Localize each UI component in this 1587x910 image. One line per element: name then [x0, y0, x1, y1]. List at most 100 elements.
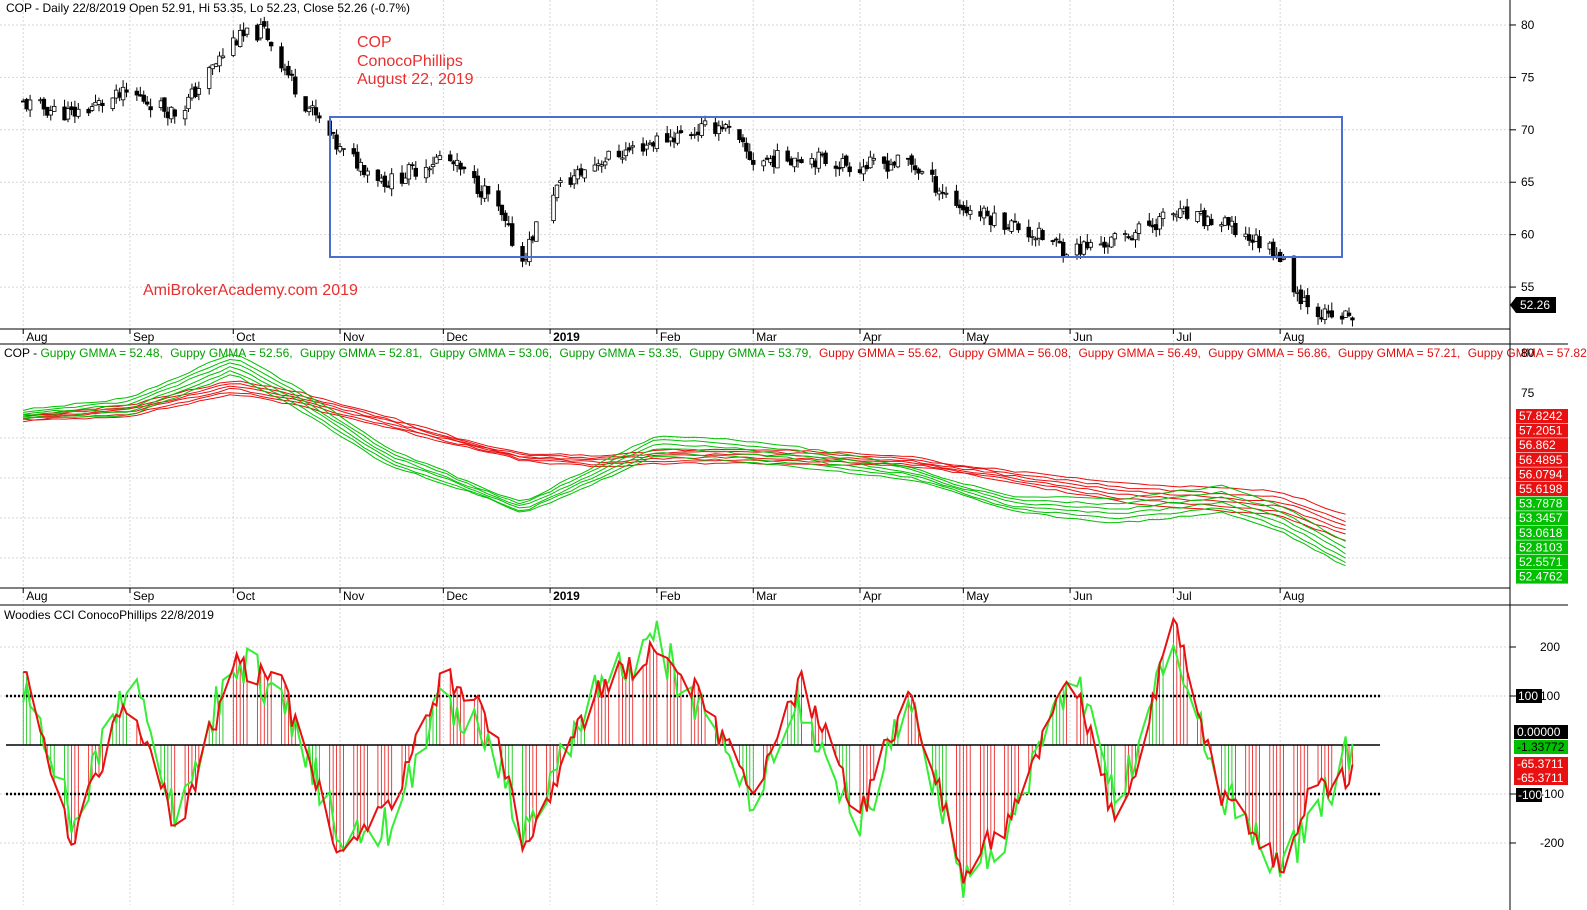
- candle-body: [458, 162, 463, 170]
- last-price-label: 52.26: [1520, 298, 1550, 312]
- candle-body: [182, 110, 188, 120]
- candle-body: [1322, 308, 1328, 320]
- candle-body: [1184, 206, 1190, 219]
- candle-body: [86, 108, 91, 114]
- gmma-value-tag-8: 53.3457: [1519, 511, 1563, 525]
- cci-value-tag-bg-4: [1514, 757, 1568, 771]
- gmma-label-4: Guppy GMMA = 53.06,: [430, 346, 552, 360]
- candle-body: [485, 185, 491, 195]
- gmma-value-tag-10: 52.8103: [1519, 540, 1563, 554]
- candle-body: [602, 161, 608, 166]
- candle-body: [268, 41, 274, 47]
- candle-body: [437, 155, 443, 160]
- candle-body: [627, 147, 632, 151]
- gmma-label-10: Guppy GMMA = 56.86,: [1208, 346, 1330, 360]
- candle-body: [503, 212, 508, 222]
- x-tick-label-1-9: Apr: [863, 330, 882, 344]
- gmma-value-tag-bg-7: [1516, 496, 1568, 511]
- x-tick-label-2-4: Nov: [343, 589, 364, 603]
- x-tick-label-2-11: Jun: [1073, 589, 1092, 603]
- candle-body: [844, 155, 849, 166]
- candle-body: [303, 96, 308, 112]
- gmma-value-tag-bg-3: [1516, 438, 1568, 453]
- candle-body: [317, 115, 322, 119]
- candle-body: [1305, 295, 1310, 308]
- gmma-value-tag-11: 52.5571: [1519, 555, 1563, 569]
- candle-body: [110, 97, 115, 109]
- gmma-value-tag-bg-10: [1516, 540, 1568, 555]
- candle-body: [654, 135, 660, 150]
- candle-body: [1298, 289, 1303, 304]
- candle-body: [623, 149, 629, 157]
- price-y-axis: 55 60 65 70 75 80: [1510, 18, 1535, 294]
- gmma-short-term-line-2: [23, 370, 1346, 564]
- candle-body: [1122, 233, 1128, 235]
- candle-body: [740, 137, 746, 143]
- candle-body: [644, 144, 649, 150]
- cci-header: Woodies CCI ConocoPhillips 22/8/2019: [4, 608, 214, 622]
- candle-body: [206, 67, 212, 89]
- candle-body: [1133, 232, 1138, 241]
- candle-body: [909, 155, 914, 165]
- gmma-label-3: Guppy GMMA = 52.81,: [300, 346, 422, 360]
- candle-body: [1029, 235, 1035, 238]
- candle-body: [124, 89, 129, 93]
- x-tick-label-1-8: Mar: [756, 330, 777, 344]
- candle-body: [799, 159, 804, 164]
- cci-value-tag-5: -65.3711: [1517, 771, 1564, 785]
- candle-body: [41, 98, 47, 110]
- gmma-label-1: Guppy GMMA = 52.48,: [40, 346, 162, 360]
- candle-body: [582, 169, 587, 179]
- candle-body: [496, 190, 501, 207]
- gmma-label-12: Guppy GMMA = 57.82: [1468, 346, 1587, 360]
- candle-body: [1033, 238, 1038, 241]
- candle-body: [220, 55, 226, 59]
- gmma-value-tag-7: 53.7878: [1519, 497, 1563, 511]
- annotation-company: ConocoPhillips: [357, 53, 463, 70]
- candle-body: [306, 107, 312, 113]
- price-y-tick-label-55: 55: [1521, 280, 1535, 294]
- candle-body: [382, 175, 387, 187]
- gmma-value-tag-5: 56.0794: [1519, 467, 1563, 481]
- candle-body: [1157, 216, 1162, 230]
- x-tick-label-1-10: May: [966, 330, 989, 344]
- candle-body: [1026, 226, 1031, 238]
- candle-body: [1054, 238, 1059, 241]
- candle-body: [1060, 241, 1066, 257]
- gmma-value-tag-bg-9: [1516, 525, 1568, 540]
- cci-y-axis: -200 -100 100 200: [1510, 640, 1564, 850]
- candle-body: [968, 209, 973, 215]
- candle-body: [1109, 236, 1114, 248]
- x-tick-label-2-5: Dec: [446, 589, 467, 603]
- gmma-label-7: Guppy GMMA = 55.62,: [819, 346, 941, 360]
- candle-body: [413, 167, 418, 177]
- candle-body: [1050, 240, 1056, 242]
- x-tick-label-2-6: 2019: [553, 589, 580, 603]
- x-tick-label-2-8: Mar: [756, 589, 777, 603]
- candle-body: [1126, 236, 1131, 239]
- candle-body: [313, 107, 319, 116]
- gmma-value-tag-4: 56.4895: [1519, 453, 1563, 467]
- x-tick-label-1-4: Nov: [343, 330, 364, 344]
- gmma-value-tag-bg-5: [1516, 467, 1568, 482]
- candle-body: [237, 30, 243, 48]
- candle-body: [510, 223, 515, 246]
- candle-body: [847, 166, 852, 173]
- candle-body: [148, 106, 153, 111]
- cci-value-tag-3: -1.33772: [1517, 740, 1565, 754]
- gmma-label-5: Guppy GMMA = 53.35,: [559, 346, 681, 360]
- candle-body: [52, 105, 57, 112]
- candle-body: [217, 55, 222, 67]
- candle-body: [293, 76, 298, 95]
- candle-body: [172, 109, 177, 117]
- price-y-tick-label-60: 60: [1521, 228, 1535, 242]
- candle-body: [196, 88, 202, 95]
- price-header: COP - Daily 22/8/2019 Open 52.91, Hi 53.…: [6, 1, 410, 15]
- gmma-pane: COP - Guppy GMMA = 52.48, Guppy GMMA = 5…: [0, 346, 1587, 603]
- last-price-tag-shape: [1510, 297, 1556, 313]
- gmma-value-tag-bg-8: [1516, 511, 1568, 526]
- candle-body: [816, 151, 821, 169]
- candle-body: [286, 65, 291, 76]
- gmma-long-term-line-6: [23, 380, 1346, 515]
- gmma-value-tag-bg-1: [1516, 409, 1568, 423]
